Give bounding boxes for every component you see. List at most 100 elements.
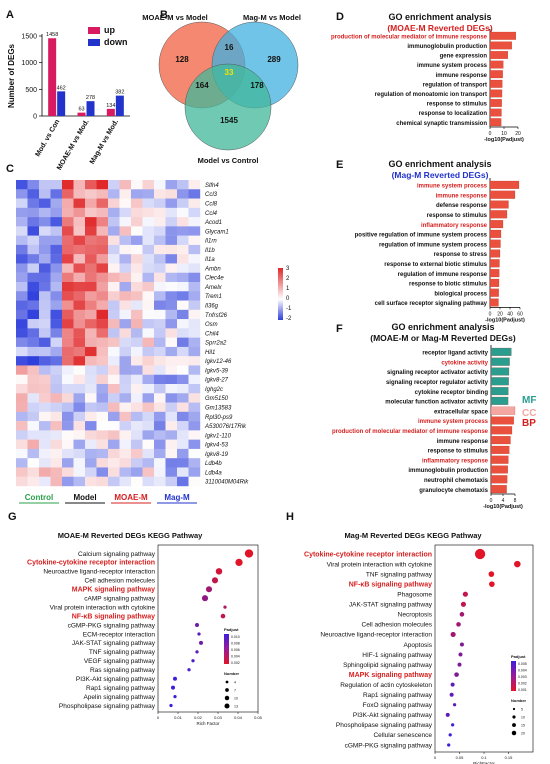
c-heatmap-cell (16, 346, 28, 357)
c-heatmap-cell (165, 235, 178, 246)
c-heatmap-cell (142, 439, 155, 450)
c-heatmap-cell (96, 421, 109, 431)
c-heatmap-cell (142, 365, 155, 375)
c-heatmap-cell (142, 421, 155, 431)
c-heatmap-cell (119, 458, 132, 468)
c-heatmap-cell (154, 198, 166, 209)
h-pathway-label: NF-κB signaling pathway (349, 581, 432, 588)
c-heatmap-cell (62, 207, 74, 218)
c-heatmap-cell (39, 439, 51, 450)
f-term-label: immune response (437, 439, 489, 445)
g-padjust-tick: 0.010 (231, 635, 240, 639)
c-heatmap-cell (27, 254, 40, 264)
c-heatmap-cell (16, 439, 28, 450)
c-heatmap-cell (108, 448, 120, 459)
c-heatmap-cell (27, 263, 40, 273)
c-heatmap-cell (85, 458, 97, 468)
g-bubble (187, 668, 191, 672)
h-bubble (457, 662, 462, 667)
c-heatmap-cell (119, 402, 132, 413)
g-bubble (215, 568, 223, 575)
c-gene-label: Ldb4a (205, 470, 222, 476)
g-size-legend-dot (224, 695, 230, 701)
c-heatmap-cell (177, 282, 189, 292)
c-heatmap-cell (16, 337, 28, 348)
c-heatmap-cell (154, 356, 166, 366)
c-heatmap-cell (27, 384, 40, 394)
c-heatmap-cell (27, 346, 40, 357)
g-pathway-label: ECM-receptor interaction (83, 631, 156, 638)
c-heatmap-cell (108, 476, 120, 487)
c-heatmap-cell (154, 421, 166, 431)
h-pathway-label: Necroptosis (398, 612, 433, 619)
h-pathway-label: Cytokine-cytokine receptor interaction (304, 551, 432, 558)
c-heatmap-cell (188, 430, 201, 440)
c-gene-label: Amelx (204, 285, 223, 291)
c-heatmap-cell (62, 439, 74, 450)
c-heatmap-cell (62, 180, 74, 190)
c-heatmap-cell (16, 476, 28, 487)
c-gene-label: Chil4 (205, 331, 219, 337)
c-colorbar-tick: 1 (286, 286, 290, 292)
c-heatmap-cell (62, 226, 74, 236)
c-heatmap-cell (16, 402, 28, 413)
c-heatmap-cell (50, 439, 63, 450)
c-gene-label: Il36g (205, 304, 219, 310)
c-heatmap-cell (108, 411, 120, 422)
c-heatmap-cell (142, 198, 155, 209)
g-pathway-label: MAPK signaling pathway (72, 587, 155, 594)
c-heatmap-cell (154, 319, 166, 329)
c-heatmap-cell (39, 411, 51, 422)
d-term-label: regulation of transport (423, 82, 487, 88)
c-heatmap-cell (16, 300, 28, 311)
c-heatmap-cell (177, 476, 189, 487)
e-term-label: positive regulation of immune system pro… (355, 233, 488, 239)
c-heatmap-cell (73, 328, 86, 338)
c-heatmap-cell (154, 291, 166, 301)
c-heatmap-cell (108, 226, 120, 236)
h-pathway-label: TNF signaling pathway (366, 571, 433, 578)
d-subtitle: (MOAE-M Reverted DEGs) (387, 23, 492, 33)
c-heatmap-cell (131, 365, 143, 375)
c-heatmap-cell (62, 217, 74, 227)
a-bar-value-label: 63 (78, 107, 84, 113)
c-colorbar (278, 268, 283, 320)
c-heatmap-cell (62, 467, 74, 477)
e-bar (489, 229, 502, 238)
c-heatmap-cell (108, 235, 120, 246)
c-heatmap-cell (39, 244, 51, 255)
e-term-label: biological process (434, 291, 487, 297)
c-gene-label: 3110040M04Rik (205, 480, 249, 486)
f-term-label: signaling receptor regulator activity (386, 380, 489, 386)
c-heatmap-cell (108, 458, 120, 468)
c-heatmap-cell (154, 207, 166, 218)
g-size-legend-value: 4 (234, 681, 236, 685)
c-heatmap-cell (39, 467, 51, 477)
h-pathway-label: FoxO signaling pathway (363, 702, 433, 709)
h-pathway-label: Sphingolipid signaling pathway (343, 662, 433, 669)
c-heatmap-cell (73, 356, 86, 366)
c-heatmap-cell (177, 198, 189, 209)
c-heatmap-cell (108, 207, 120, 218)
c-heatmap-cell (131, 272, 143, 283)
g-size-legend-value: 7 (234, 689, 236, 693)
c-heatmap-cell (96, 476, 109, 487)
c-heatmap-cell (119, 198, 132, 209)
c-heatmap-cell (96, 356, 109, 366)
a-bar-value-label: 134 (106, 103, 115, 109)
g-pathway-label: cGMP-PKG signaling pathway (68, 622, 156, 629)
c-heatmap-cell (16, 244, 28, 255)
e-x-tick-label: 40 (507, 311, 513, 317)
c-heatmap-cell (39, 393, 51, 403)
h-size-legend-dot (511, 730, 517, 736)
c-heatmap-cell (73, 467, 86, 477)
e-title: GO enrichment analysis (388, 159, 491, 169)
c-heatmap-cell (154, 189, 166, 199)
d-bar (489, 41, 512, 50)
f-x-axis-title: -log10(Padjust) (483, 504, 523, 510)
c-heatmap-cell (131, 384, 143, 394)
c-heatmap-cell (165, 244, 178, 255)
c-heatmap-cell (108, 467, 120, 477)
c-heatmap-cell (85, 244, 97, 255)
c-gene-label: Igkv12-46 (205, 359, 232, 365)
